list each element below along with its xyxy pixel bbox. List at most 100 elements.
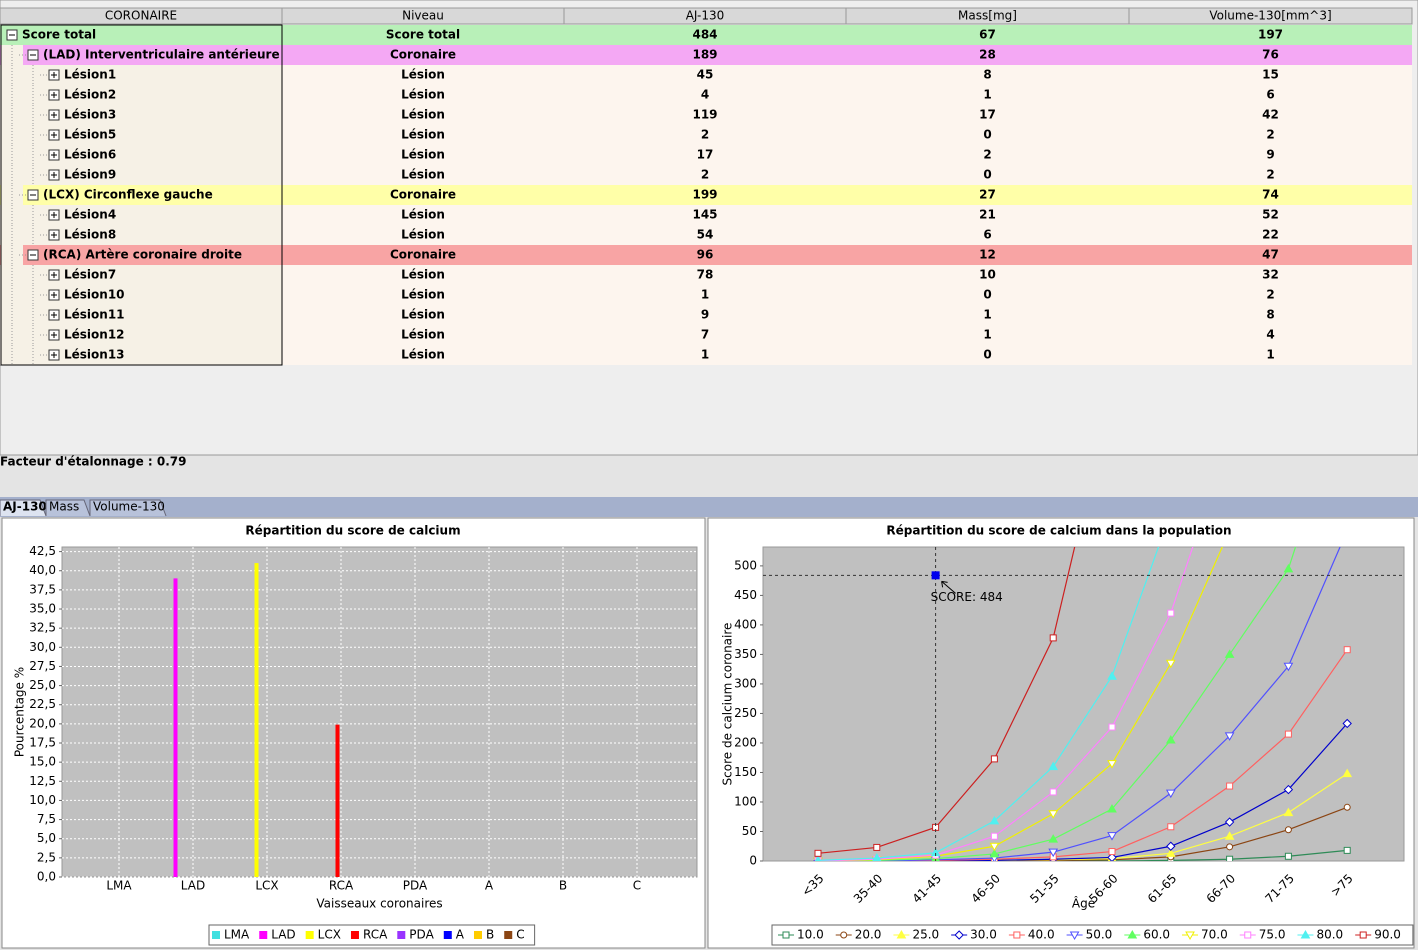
point [814, 849, 822, 857]
tree-label: (RCA) Artère coronaire droite [43, 248, 242, 262]
x-tick-label: LCX [255, 879, 278, 893]
cell: 1 [1266, 348, 1274, 362]
score-point [931, 571, 940, 580]
cell: 27 [979, 188, 996, 202]
point [1167, 609, 1175, 617]
cell: 0 [983, 348, 991, 362]
row [0, 45, 1412, 65]
row [0, 165, 1412, 185]
cell: 78 [697, 268, 714, 282]
point [1048, 848, 1059, 858]
chart-title: Répartition du score de calcium dans la … [886, 524, 1231, 538]
tree-cell [1, 345, 282, 365]
column-header-label: CORONAIRE [105, 9, 177, 23]
point [1284, 852, 1292, 860]
cell: 197 [1258, 28, 1283, 42]
cell: 7 [701, 328, 709, 342]
tab-label: AJ-130 [3, 500, 47, 514]
y-tick-label: 100 [734, 794, 757, 808]
cell: 2 [701, 128, 709, 142]
cell: Lésion [401, 148, 445, 162]
y-tick-label: 25,0 [29, 678, 56, 692]
series-line [818, 723, 1348, 861]
point [1165, 659, 1176, 669]
legend-swatch [350, 931, 359, 939]
tree-cell [1, 285, 282, 305]
row [0, 285, 1412, 305]
legend-label: LCX [318, 928, 341, 942]
point [1165, 848, 1176, 857]
bar [254, 563, 259, 877]
point [989, 842, 1000, 852]
series-line [818, 773, 1348, 861]
row [0, 245, 1412, 265]
legend-label: 80.0 [1316, 928, 1343, 942]
plot-area [61, 546, 698, 878]
column-header-label: AJ-130 [686, 9, 725, 23]
cell: Lésion [401, 268, 445, 282]
legend-label: 40.0 [1028, 928, 1055, 942]
cell: 0 [983, 288, 991, 302]
point [1107, 804, 1117, 813]
cell: Score total [386, 28, 460, 42]
legend-label: 70.0 [1201, 928, 1228, 942]
x-tick-label: B [559, 879, 567, 893]
tree-cell [1, 265, 282, 285]
cell: Coronaire [390, 188, 456, 202]
cell: Lésion [401, 308, 445, 322]
row [0, 85, 1412, 105]
row [0, 65, 1412, 85]
y-tick-label: 37,5 [29, 582, 56, 596]
cell: 189 [692, 48, 717, 62]
cell: Lésion [401, 228, 445, 242]
tree-cell [1, 85, 282, 105]
point [1108, 848, 1116, 856]
y-tick-label: 300 [734, 676, 757, 690]
tree-label: Lésion3 [64, 108, 116, 122]
series-line [817, 547, 1076, 854]
series-line [818, 547, 1341, 861]
row [0, 125, 1412, 145]
chart-title: Répartition du score de calcium [245, 524, 460, 538]
cell: 28 [979, 48, 996, 62]
x-tick-label: PDA [403, 879, 428, 893]
row [0, 25, 1412, 45]
legend-swatch [443, 931, 452, 939]
point [1359, 931, 1367, 939]
cell: Lésion [401, 288, 445, 302]
column-header-label: Mass[mg] [958, 9, 1017, 23]
legend-label: 75.0 [1259, 928, 1286, 942]
point [1224, 649, 1235, 658]
cell: 12 [979, 248, 996, 262]
legend-swatch [259, 931, 268, 939]
y-tick-label: 32,5 [29, 621, 56, 635]
legend-label: RCA [363, 928, 388, 942]
y-tick-label: 10,0 [29, 793, 56, 807]
y-tick-label: 150 [734, 765, 757, 779]
tree-label: Lésion6 [64, 148, 116, 162]
y-tick-label: 15,0 [29, 755, 56, 769]
cell: Lésion [401, 128, 445, 142]
legend-swatch [474, 931, 482, 939]
series-line [818, 806, 1348, 861]
cell: 2 [983, 148, 991, 162]
cell: 1 [701, 348, 709, 362]
point [1343, 846, 1351, 854]
cell: 1 [983, 88, 991, 102]
cell: 54 [697, 228, 714, 242]
column-header [1128, 7, 1413, 25]
point [1069, 931, 1080, 941]
cell: Lésion [401, 88, 445, 102]
x-axis-label: Âge [1072, 896, 1095, 911]
legend-box [771, 924, 1414, 946]
tree-cell [1, 325, 282, 345]
legend-label: PDA [409, 928, 434, 942]
tree-label: Score total [22, 28, 96, 42]
tree-border [0, 24, 283, 366]
row [0, 345, 1412, 365]
tree-cell [1, 145, 282, 165]
y-tick-label: 0 [749, 854, 757, 868]
legend-label: LMA [224, 928, 250, 942]
tab-label: Mass [49, 500, 79, 514]
legend-label: 10.0 [797, 928, 824, 942]
